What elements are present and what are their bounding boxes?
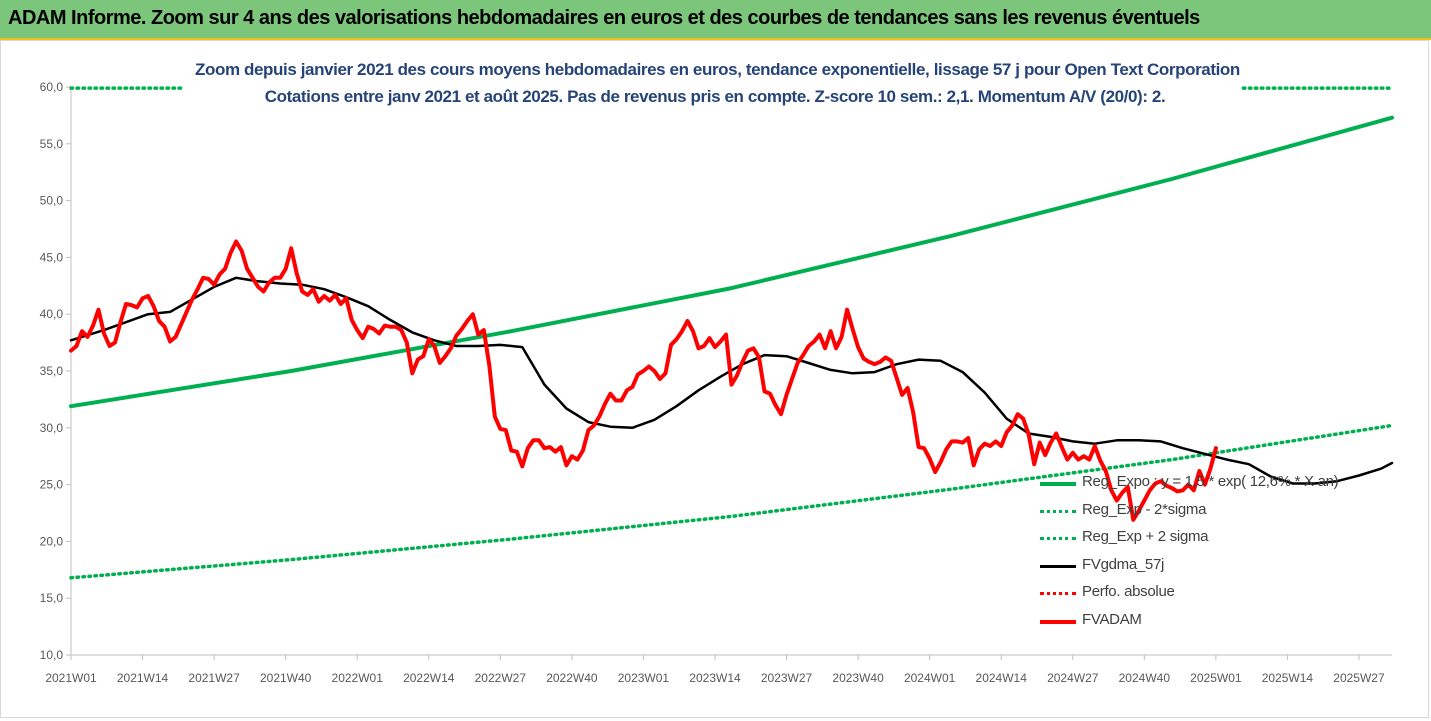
- legend-label: Reg_Expo : y = 1,5 * exp( 12,6% * X an): [1082, 473, 1339, 490]
- x-tick-label: 2021W27: [188, 671, 240, 685]
- legend-swatch: [1040, 592, 1076, 595]
- x-tick-label: 2025W14: [1262, 671, 1314, 685]
- legend-swatch: [1040, 564, 1076, 568]
- legend: Reg_Expo : y = 1,5 * exp( 12,6% * X an) R…: [1040, 470, 1400, 635]
- chart-area: [0, 40, 1429, 718]
- legend-label: FVgdma_57j: [1082, 555, 1165, 573]
- series-line-reg-expo-y-1-5-exp-12-6-x-an: [69, 115, 1394, 409]
- y-tick-label: 20,0: [40, 534, 64, 548]
- y-tick-label: 10,0: [40, 648, 64, 662]
- series-layer: [69, 86, 1394, 580]
- y-tick-label: 50,0: [40, 194, 64, 208]
- banner: ADAM Informe. Zoom sur 4 ans des valoris…: [0, 0, 1431, 40]
- chart-axes: 10,0 15,0 20,0 25,0 30,0 35,0 40,0 45,0 50,0 55,0…: [40, 80, 1392, 685]
- legend-swatch: [1040, 482, 1076, 486]
- x-tick-label: 2023W01: [618, 671, 670, 685]
- x-tick-label: 2024W40: [1119, 671, 1171, 685]
- y-tick-label: 35,0: [40, 364, 64, 378]
- legend-item: Perfo. absolue: [1040, 580, 1400, 608]
- x-tick-label: 2022W27: [475, 671, 527, 685]
- y-tick-label: 45,0: [40, 250, 64, 264]
- x-tick-label: 2022W01: [332, 671, 384, 685]
- legend-item: FVADAM: [1040, 608, 1400, 636]
- legend-swatch: [1040, 537, 1076, 540]
- legend-item: Reg_Exp - 2*sigma: [1040, 498, 1400, 526]
- legend-label: Reg_Exp + 2 sigma: [1082, 528, 1209, 545]
- banner-title: ADAM Informe. Zoom sur 4 ans des valoris…: [8, 7, 1200, 29]
- legend-swatch: [1040, 619, 1076, 624]
- x-tick-label: 2025W27: [1333, 671, 1385, 685]
- y-tick-label: 25,0: [40, 478, 64, 492]
- chart-subtitle: Cotations entre janv 2021 et août 2025. …: [264, 87, 1166, 106]
- legend-label: FVADAM: [1082, 610, 1142, 628]
- x-tick-label: 2021W40: [260, 671, 312, 685]
- y-tick-label: 60,0: [40, 80, 64, 94]
- y-tick-label: 55,0: [40, 137, 64, 151]
- y-tick-label: 30,0: [40, 421, 64, 435]
- legend-item: FVgdma_57j: [1040, 553, 1400, 581]
- series-line-reg-exp-2-sigma: [69, 423, 1394, 580]
- x-tick-label: 2024W14: [976, 671, 1028, 685]
- x-tick-label: 2023W14: [689, 671, 741, 685]
- legend-item: Reg_Exp + 2 sigma: [1040, 525, 1400, 553]
- legend-label: Reg_Exp - 2*sigma: [1082, 500, 1207, 518]
- legend-swatch: [1040, 509, 1076, 513]
- x-tick-label: 2023W27: [761, 671, 813, 685]
- legend-item: Reg_Expo : y = 1,5 * exp( 12,6% * X an): [1040, 470, 1400, 498]
- y-tick-label: 15,0: [40, 591, 64, 605]
- x-tick-label: 2021W01: [45, 671, 97, 685]
- x-tick-label: 2022W40: [546, 671, 598, 685]
- x-tick-label: 2022W14: [403, 671, 455, 685]
- chart-title: Zoom depuis janvier 2021 des cours moyen…: [195, 60, 1240, 79]
- y-tick-label: 40,0: [40, 307, 64, 321]
- x-tick-label: 2025W01: [1190, 671, 1242, 685]
- x-tick-label: 2024W27: [1047, 671, 1099, 685]
- x-tick-label: 2023W40: [832, 671, 884, 685]
- x-tick-label: 2024W01: [904, 671, 956, 685]
- x-tick-label: 2021W14: [117, 671, 169, 685]
- legend-label: Perfo. absolue: [1082, 583, 1175, 600]
- series-line-fvadam: [69, 239, 1218, 522]
